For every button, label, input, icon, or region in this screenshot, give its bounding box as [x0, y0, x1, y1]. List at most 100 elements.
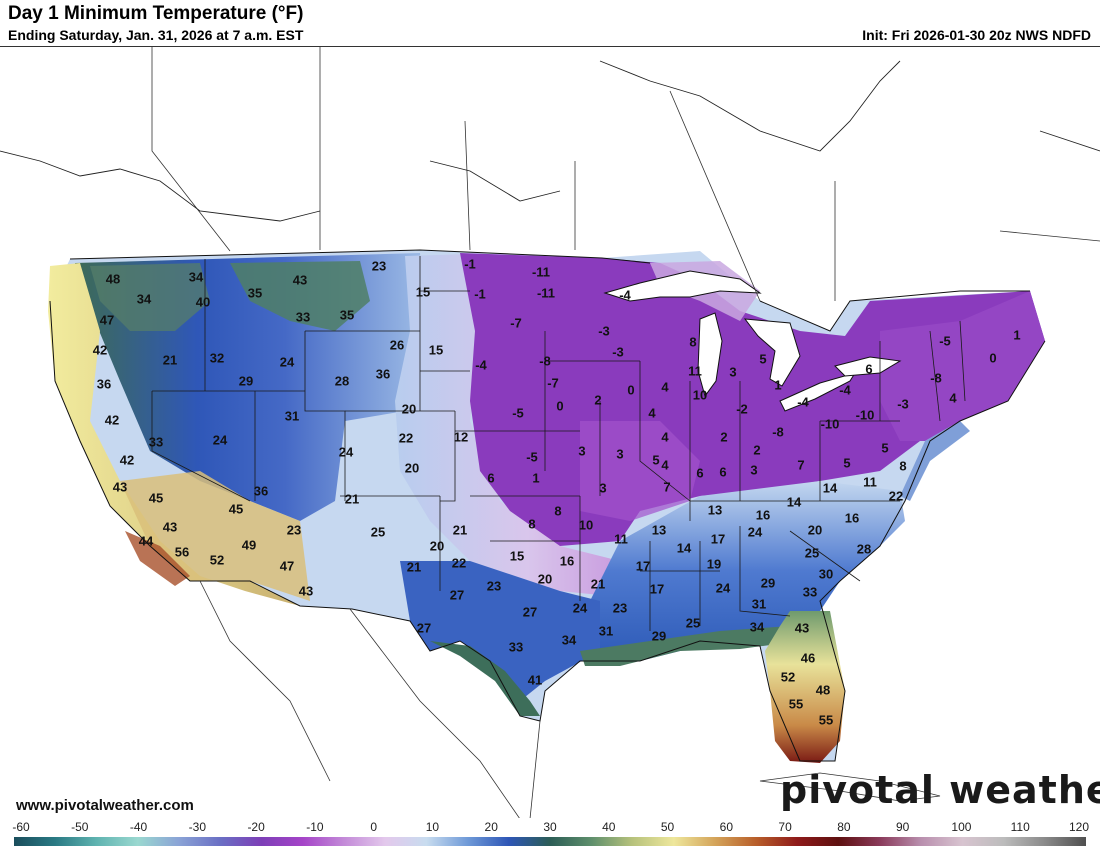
temperature-value: 5	[843, 455, 850, 470]
east-coast-fringe	[900, 421, 970, 501]
temperature-value: 3	[729, 364, 736, 379]
pivotal-weather-logo: pivotal weather	[780, 768, 1100, 812]
temperature-value: 30	[819, 566, 833, 581]
temperature-value: 24	[748, 524, 763, 539]
temperature-value: 8	[528, 516, 535, 531]
temperature-value: 15	[416, 284, 430, 299]
colorbar-tick-label: -40	[129, 820, 148, 834]
southeast-blue	[590, 481, 905, 661]
temperature-value: 2	[594, 392, 601, 407]
temperature-value: 3	[750, 462, 757, 477]
temperature-value: 20	[430, 538, 444, 553]
temperature-value: -11	[537, 285, 555, 300]
temperature-value: 35	[248, 285, 262, 300]
temperature-value: -2	[736, 401, 748, 416]
temperature-value: 27	[450, 587, 464, 602]
temperature-value: -7	[510, 315, 522, 330]
temperature-value: 55	[819, 712, 833, 727]
colorbar-tick-label: 100	[951, 820, 972, 834]
colorbar-tick-label: -60	[12, 820, 30, 834]
temperature-value: 24	[213, 432, 228, 447]
temperature-value: 27	[523, 604, 537, 619]
temperature-value: 3	[616, 446, 623, 461]
temperature-value: 8	[899, 458, 906, 473]
valid-time-subtitle: Ending Saturday, Jan. 31, 2026 at 7 a.m.…	[8, 27, 304, 43]
temperature-value: 40	[196, 294, 210, 309]
us-canada-border	[69, 249, 1030, 332]
temperature-value: 23	[487, 578, 501, 593]
temperature-value: 21	[453, 522, 467, 537]
temperature-value: 16	[560, 553, 574, 568]
temperature-value: 0	[556, 398, 563, 413]
temperature-value: 14	[823, 480, 838, 495]
temperature-value: 36	[97, 376, 111, 391]
temperature-value: 45	[229, 501, 243, 516]
gulf-coast-green	[430, 641, 540, 716]
temperature-value: -10	[821, 416, 840, 431]
rockies-green	[230, 261, 370, 331]
lake-erie	[779, 372, 857, 412]
canada-lines	[151, 47, 1100, 302]
texas-blue	[400, 561, 600, 701]
temperature-value: -8	[772, 424, 784, 439]
temperature-value: 6	[719, 464, 726, 479]
colorbar-tick-label: -10	[306, 820, 324, 834]
temperature-value: 7	[797, 457, 804, 472]
temperature-value: 13	[708, 502, 722, 517]
temperature-value: 0	[627, 382, 634, 397]
temperature-value: 33	[509, 639, 523, 654]
temperature-value: 42	[120, 452, 134, 467]
temperature-value: 20	[402, 401, 416, 416]
temperature-value: 17	[650, 581, 664, 596]
temperature-value: 13	[652, 522, 666, 537]
temperature-value: 43	[299, 583, 313, 598]
temperature-value: 15	[510, 548, 524, 563]
temperature-value: 43	[293, 272, 307, 287]
model-init-label: Init: Fri 2026-01-30 20z NWS NDFD	[862, 27, 1091, 43]
temperature-value: 20	[405, 460, 419, 475]
temperature-value: 25	[371, 524, 385, 539]
temperature-map[interactable]: -1 -11 -1 -11 -4 -7 -3 -3 -4 -8 -7 2 0 -5 0 -5 3 3 6 1 3 8 8 10…	[0, 46, 1100, 818]
temperature-value: 8	[554, 503, 561, 518]
temperature-value: 49	[242, 537, 256, 552]
temperature-value: 36	[254, 483, 268, 498]
colorbar-tick-label: 0	[370, 820, 377, 834]
temperature-value: -7	[547, 375, 559, 390]
temperature-value: 33	[296, 309, 310, 324]
colorbar-tick-label: 50	[660, 820, 675, 834]
colorbar-tick-label: -50	[71, 820, 89, 834]
temperature-value: -4	[475, 357, 487, 372]
temperature-value: 22	[452, 555, 466, 570]
temperature-value: 25	[686, 615, 700, 630]
mexico-lines	[199, 580, 541, 818]
temperature-value: 16	[845, 510, 859, 525]
temperature-value: 10	[579, 517, 593, 532]
temperature-value: -4	[619, 287, 631, 302]
temperature-value: 4	[661, 379, 669, 394]
temperature-value: 34	[562, 632, 577, 647]
temperature-value: 24	[573, 600, 588, 615]
cuba-outline	[759, 772, 941, 802]
temperature-value: 42	[93, 342, 107, 357]
colorbar-tick-label: 90	[895, 820, 910, 834]
website-url[interactable]: www.pivotalweather.com	[16, 797, 194, 814]
temperature-value: 16	[756, 507, 770, 522]
temperature-value: 1	[532, 470, 539, 485]
temperature-value: -1	[474, 286, 486, 301]
temperature-value: 35	[340, 307, 354, 322]
temperature-value: -8	[539, 353, 551, 368]
state-borders	[151, 256, 966, 631]
temperature-value: 19	[707, 556, 721, 571]
socal-desert-warm	[120, 471, 310, 601]
temperature-value: 5	[759, 351, 766, 366]
temperature-value: 32	[210, 350, 224, 365]
temperature-value: 4	[661, 429, 669, 444]
temperature-value: 14	[677, 540, 692, 555]
temperature-value: 24	[716, 580, 731, 595]
temperature-value: 5	[652, 452, 659, 467]
temperature-value: 46	[801, 650, 815, 665]
colorbar-tick-label: -20	[247, 820, 265, 834]
temperature-value: 45	[149, 490, 163, 505]
